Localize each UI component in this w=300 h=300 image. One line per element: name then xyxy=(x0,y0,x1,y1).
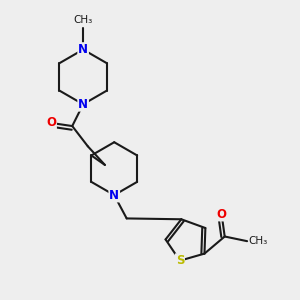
Text: CH₃: CH₃ xyxy=(249,236,268,246)
Text: CH₃: CH₃ xyxy=(74,15,93,25)
Text: S: S xyxy=(176,254,184,267)
Text: N: N xyxy=(78,43,88,56)
Text: O: O xyxy=(217,208,226,220)
Text: N: N xyxy=(78,98,88,111)
Text: O: O xyxy=(46,116,56,129)
Text: N: N xyxy=(109,189,119,202)
